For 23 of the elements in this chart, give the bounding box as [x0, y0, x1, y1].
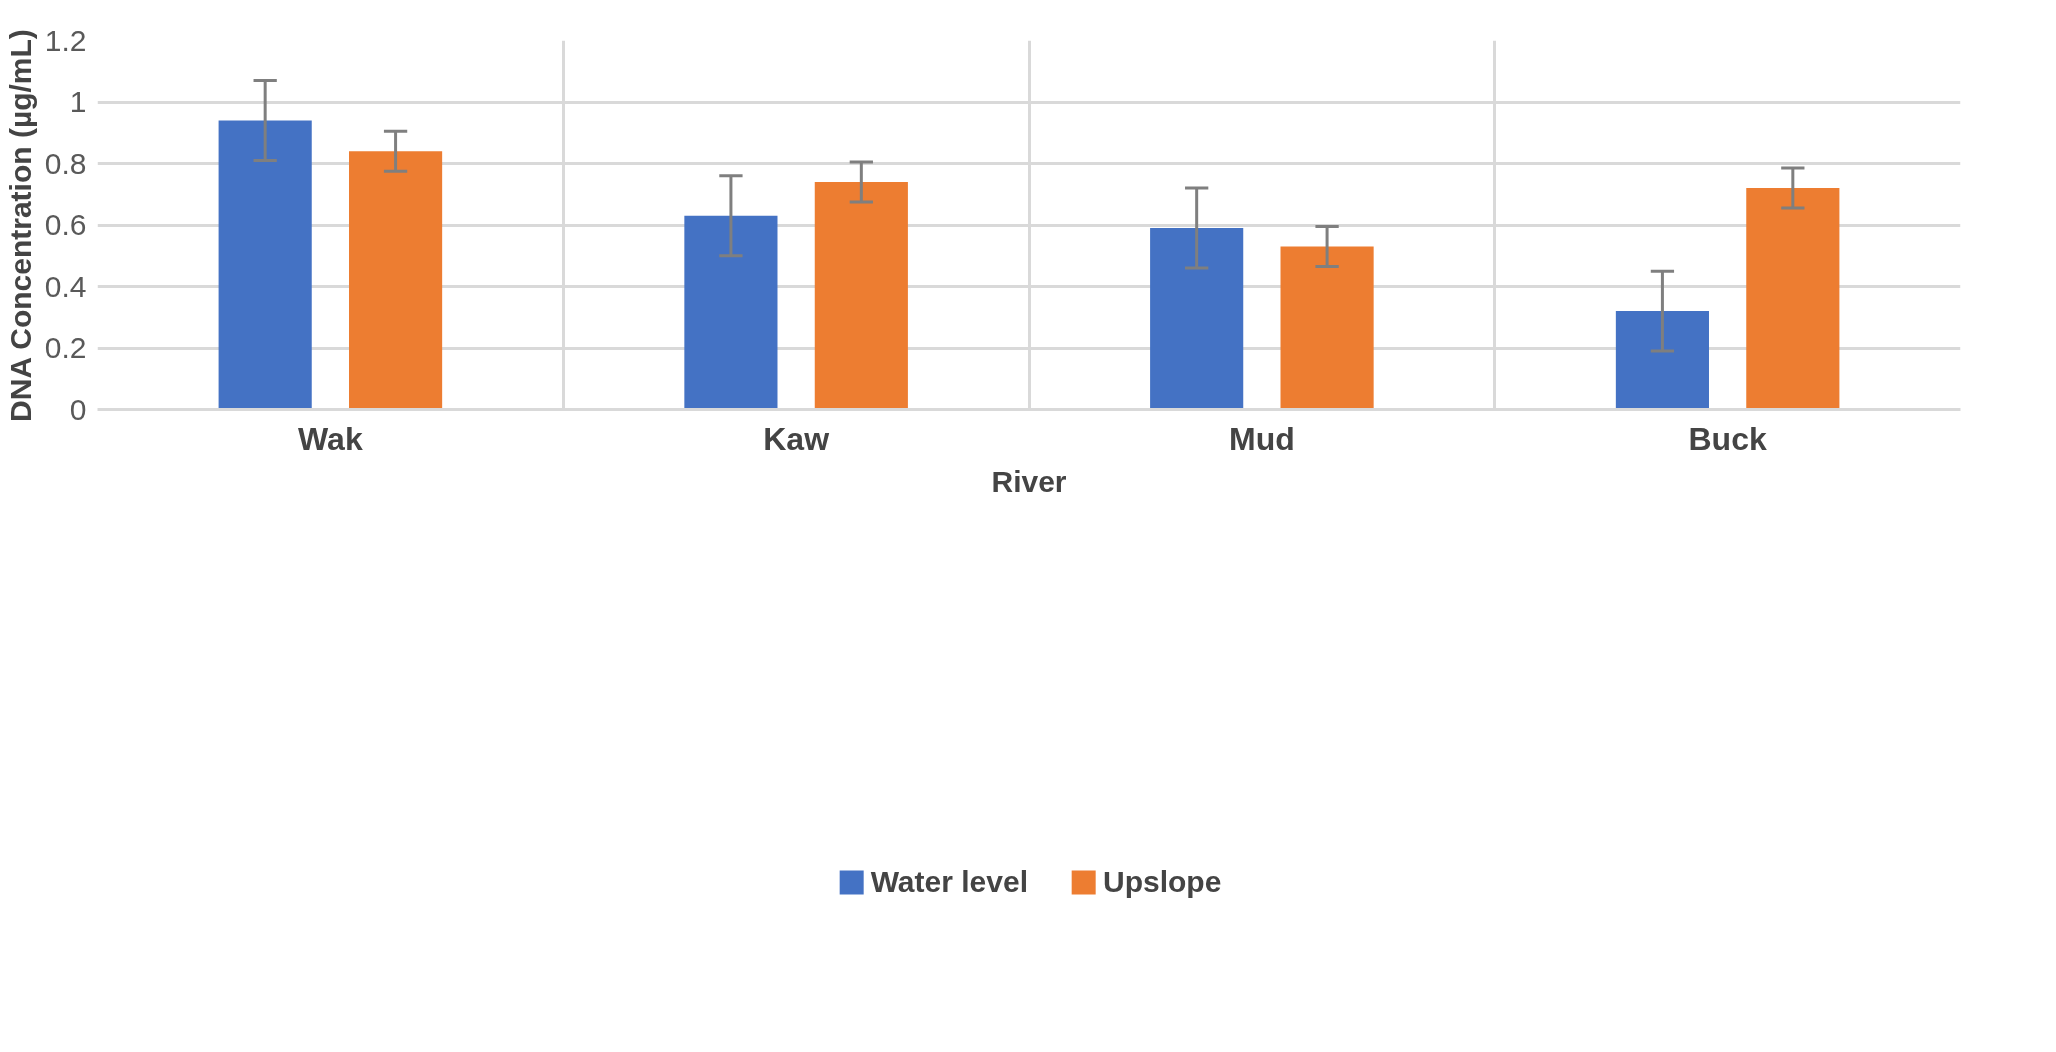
legend-label: Water level: [870, 864, 1028, 899]
x-tick-label: Buck: [1688, 420, 1767, 457]
y-tick-label: 0.8: [44, 146, 87, 180]
y-tick-label: 0.2: [44, 331, 87, 364]
y-tick-label: 0.6: [44, 208, 87, 241]
bar: [1150, 228, 1244, 410]
legend-label: Upslope: [1102, 864, 1222, 899]
x-tick-label: Kaw: [763, 420, 830, 457]
y-tick-label: 1: [69, 85, 87, 118]
bar: [814, 181, 908, 410]
y-tick-label: 1.2: [44, 23, 87, 57]
bar: [218, 120, 312, 410]
bar: [684, 215, 778, 410]
bar: [1280, 246, 1374, 410]
bar: [1615, 311, 1709, 410]
y-tick-label: 0.4: [44, 269, 87, 303]
x-tick-label: Wak: [298, 420, 363, 457]
bar: [349, 151, 443, 410]
y-tick-label: 0: [69, 392, 87, 426]
bar: [1746, 188, 1840, 410]
x-axis-title: River: [991, 464, 1067, 498]
x-tick-label: Mud: [1229, 420, 1295, 457]
y-axis-title: DNA Concentration (µg/mL): [3, 29, 37, 422]
